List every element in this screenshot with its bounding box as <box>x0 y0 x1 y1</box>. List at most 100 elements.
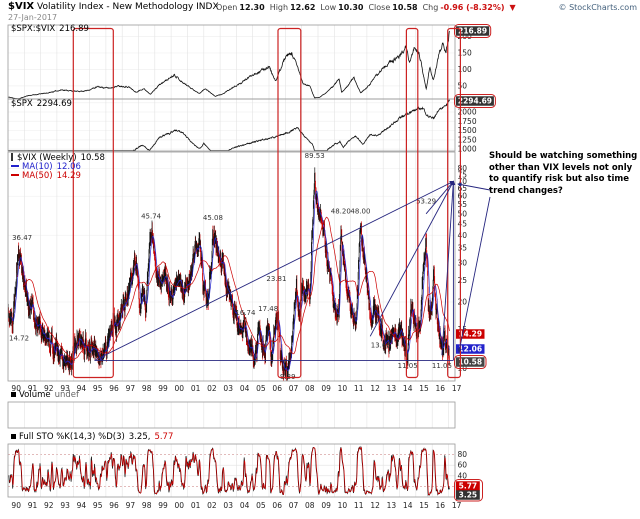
year-label: 94 <box>77 384 87 393</box>
sto-d-line <box>9 446 450 496</box>
axis-tick-label: 150 <box>458 49 473 58</box>
trendline <box>369 180 454 337</box>
annotation-note: Should be watching something other than … <box>489 151 638 196</box>
extreme-label: 53.29 <box>416 198 436 206</box>
chg-label: Chg <box>422 3 439 12</box>
year-label: 01 <box>191 501 201 510</box>
last-price-text: 5.77 <box>459 482 478 491</box>
last-price-box <box>456 329 485 339</box>
last-price-text: 14.29 <box>458 330 482 339</box>
ratio-last-value: 216.89 <box>59 24 89 34</box>
sto-swatch-icon <box>11 434 16 439</box>
extreme-label: 48.00 <box>350 208 370 216</box>
axis-tick-label: 55 <box>458 200 468 209</box>
year-label: 92 <box>44 501 54 510</box>
axis-tick-label: 30 <box>458 258 468 267</box>
year-label: 95 <box>93 501 103 510</box>
ma10-label: MA(10) <box>22 162 53 172</box>
year-label: 12 <box>370 501 380 510</box>
sto-k-value: 3.25, <box>128 432 151 442</box>
axis-tick-label: 35 <box>458 244 468 253</box>
year-label: 13 <box>387 384 397 393</box>
chg-down-arrow-icon: ▼ <box>509 3 516 12</box>
chg-value: -0.96 (-8.32%) <box>440 3 505 12</box>
ma10-line <box>10 190 450 372</box>
candlestick-icon <box>11 153 13 161</box>
legend-ma50: MA(50) 14.29 <box>11 172 81 181</box>
copyright: © StockCharts.com <box>558 3 637 12</box>
volume-label: Volume <box>19 390 51 400</box>
year-label: 05 <box>256 501 266 510</box>
legend-sto: Full STO %K(14,3) %D(3) 3.25, 5.77 <box>11 433 173 442</box>
extreme-label: 48.20 <box>331 207 351 215</box>
last-price-box <box>456 490 480 500</box>
vix-symbol: $VIX (Weekly) <box>17 153 77 163</box>
year-label: 15 <box>419 501 429 510</box>
ma-line-icon <box>11 165 19 167</box>
year-label: 08 <box>305 384 315 393</box>
year-label: 99 <box>158 501 168 510</box>
year-label: 96 <box>109 501 119 510</box>
extreme-label: 13.66 <box>371 342 392 350</box>
year-label: 02 <box>207 501 217 510</box>
axis-tick-label: 1250 <box>458 135 477 144</box>
axis-tick-label: 80 <box>458 450 468 459</box>
year-label: 96 <box>109 384 119 393</box>
year-label: 11 <box>354 384 364 393</box>
year-label: 06 <box>272 501 282 510</box>
ma10-value: 12.06 <box>56 162 81 172</box>
year-label: 98 <box>142 501 152 510</box>
legend-spx: $SPX 2294.69 <box>11 100 72 109</box>
highlight-box <box>72 27 114 379</box>
axis-tick-label: 25 <box>458 276 468 285</box>
last-price-text: 216.89 <box>458 27 487 36</box>
year-label: 11 <box>354 501 364 510</box>
year-label: 92 <box>44 384 54 393</box>
open-label: Open <box>216 3 238 12</box>
axis-tick-label: 1000 <box>458 145 477 154</box>
year-label: 99 <box>158 384 168 393</box>
trendline <box>441 180 456 356</box>
extreme-label: 11.05 <box>398 362 418 370</box>
volume-swatch-icon <box>11 392 16 397</box>
panel-border <box>7 401 456 429</box>
axis-tick-label: 60 <box>458 192 468 201</box>
year-label: 93 <box>60 501 70 510</box>
highlight-ellipse <box>454 94 496 108</box>
highlight-ellipse <box>454 24 492 38</box>
year-label: 14 <box>403 384 413 393</box>
year-label: 02 <box>207 384 217 393</box>
high-value: 12.62 <box>290 3 316 12</box>
year-label: 12 <box>370 384 380 393</box>
axis-tick-label: 75 <box>458 170 468 179</box>
highlight-ellipse <box>454 355 487 369</box>
legend-vix: $VIX (Weekly) 10.58 <box>11 153 105 163</box>
axis-tick-label: 2000 <box>458 108 477 117</box>
extreme-label: 45.74 <box>141 212 162 220</box>
last-price-box <box>456 96 494 106</box>
year-label: 16 <box>436 384 446 393</box>
year-label: 97 <box>126 501 136 510</box>
ma50-label: MA(50) <box>22 171 53 181</box>
ratio-line <box>8 30 450 99</box>
year-label: 00 <box>175 501 185 510</box>
year-label: 97 <box>126 384 136 393</box>
extreme-label: 14.72 <box>9 335 29 343</box>
year-label: 90 <box>11 501 21 510</box>
axis-tick-label: 70 <box>458 177 468 186</box>
year-label: 05 <box>256 384 266 393</box>
axis-tick-label: 100 <box>458 65 473 74</box>
year-label: 08 <box>305 501 315 510</box>
year-label: 07 <box>289 501 299 510</box>
year-label: 16 <box>436 501 446 510</box>
year-label: 07 <box>289 384 299 393</box>
low-value: 10.30 <box>338 3 364 12</box>
open-value: 12.30 <box>239 3 265 12</box>
year-label: 14 <box>403 501 413 510</box>
last-price-text: 3.25 <box>459 491 478 500</box>
last-price-box <box>456 344 485 354</box>
year-label: 06 <box>272 384 282 393</box>
high-label: High <box>269 3 289 12</box>
year-label: 10 <box>338 384 348 393</box>
